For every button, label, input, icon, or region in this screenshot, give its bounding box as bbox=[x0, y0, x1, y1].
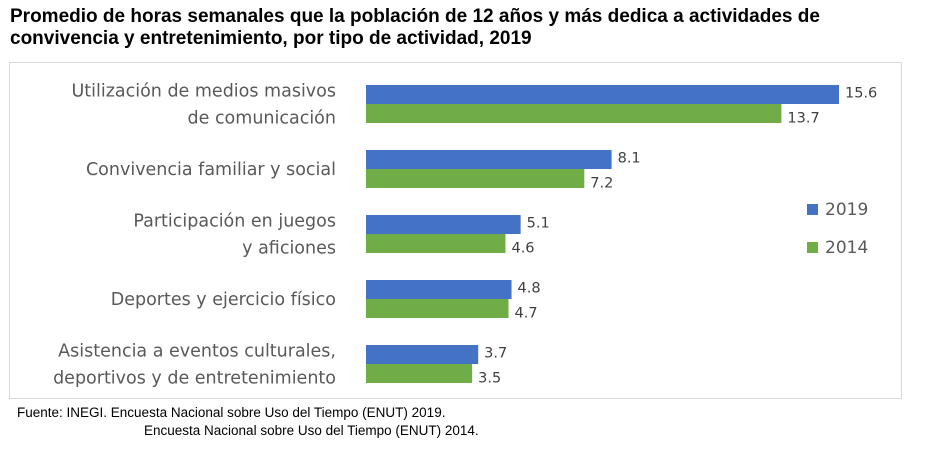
bar-2014 bbox=[366, 169, 585, 188]
bar-2019 bbox=[366, 85, 839, 104]
data-label-2019: 15.6 bbox=[845, 86, 877, 102]
source-line-1: Fuente: INEGI. Encuesta Nacional sobre U… bbox=[17, 405, 446, 420]
source-line-2: Encuesta Nacional sobre Uso del Tiempo (… bbox=[144, 423, 479, 438]
category-label: Deportes y ejercicio físico bbox=[111, 290, 336, 310]
category-label: deportivos y de entretenimiento bbox=[53, 369, 336, 389]
chart-title: Promedio de horas semanales que la pobla… bbox=[10, 6, 820, 49]
legend-swatch-2019 bbox=[807, 204, 818, 215]
chart-area: Utilización de medios masivos de comunica… bbox=[9, 62, 902, 399]
bar-2019 bbox=[366, 280, 512, 299]
data-label-2019: 8.1 bbox=[618, 151, 641, 167]
data-label-2014: 13.7 bbox=[787, 111, 819, 127]
category-label: Utilización de medios masivos bbox=[71, 82, 336, 102]
category-label: Participación en juegos bbox=[133, 212, 336, 232]
bar-2019 bbox=[366, 345, 479, 364]
data-label-2019: 5.1 bbox=[527, 216, 550, 232]
bar-2014 bbox=[366, 104, 782, 123]
bar-2014 bbox=[366, 364, 473, 383]
legend-swatch-2014 bbox=[807, 242, 818, 253]
legend-label-2014: 2014 bbox=[825, 238, 868, 258]
data-label-2019: 3.7 bbox=[484, 346, 507, 362]
category-label: Convivencia familiar y social bbox=[86, 160, 336, 180]
bar-2014 bbox=[366, 299, 509, 318]
data-label-2014: 4.6 bbox=[511, 241, 534, 257]
bar-chart: Utilización de medios masivos de comunica… bbox=[53, 82, 877, 389]
data-label-2014: 4.7 bbox=[515, 306, 538, 322]
data-label-2019: 4.8 bbox=[518, 281, 541, 297]
data-label-2014: 3.5 bbox=[478, 371, 501, 387]
bar-2019 bbox=[366, 150, 612, 169]
bar-2019 bbox=[366, 215, 521, 234]
category-label: Asistencia a eventos culturales, bbox=[58, 342, 336, 362]
data-label-2014: 7.2 bbox=[590, 176, 613, 192]
bar-2014 bbox=[366, 234, 506, 253]
category-label: de comunicación bbox=[188, 109, 337, 129]
category-label: y aficiones bbox=[242, 239, 336, 259]
legend-label-2019: 2019 bbox=[825, 200, 868, 220]
source-note: Fuente: INEGI. Encuesta Nacional sobre U… bbox=[17, 404, 479, 440]
